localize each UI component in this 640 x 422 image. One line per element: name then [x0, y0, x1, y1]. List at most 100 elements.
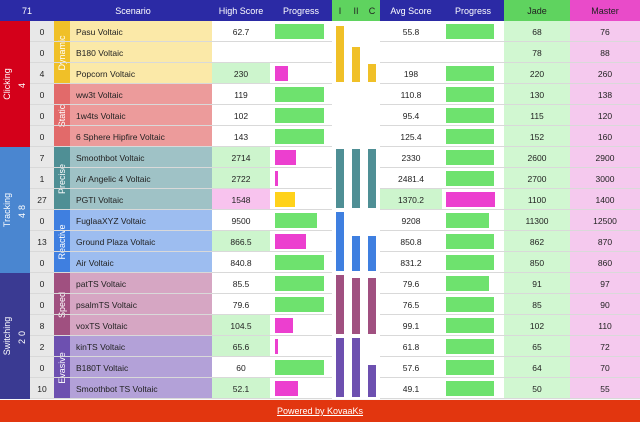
jade-threshold: 91 — [504, 273, 570, 294]
category-value-1: 48 — [14, 147, 30, 273]
jade-threshold: 102 — [504, 315, 570, 336]
jade-threshold: 115 — [504, 105, 570, 126]
progress-bar — [275, 360, 325, 375]
high-score: 85.5 — [212, 273, 270, 294]
subcategory-name: Static — [57, 104, 67, 127]
subcategory-band-4: Speed — [54, 273, 70, 336]
high-score: 65.6 — [212, 336, 270, 357]
jade-threshold: 68 — [504, 21, 570, 42]
row-count: 8 — [30, 315, 54, 336]
master-threshold: 12500 — [570, 210, 640, 231]
high-score: 143 — [212, 126, 270, 147]
category-band-2: Switching — [0, 273, 14, 399]
scenario-name[interactable]: Pasu Voltaic — [70, 21, 212, 42]
high-score: 840.8 — [212, 252, 270, 273]
scenario-name[interactable]: 6 Sphere Hipfire Voltaic — [70, 126, 212, 147]
scenario-name[interactable]: B180 Voltaic — [70, 42, 212, 63]
row-count: 0 — [30, 84, 54, 105]
scenario-name[interactable]: Air Voltaic — [70, 252, 212, 273]
avg-score: 110.8 — [380, 84, 442, 105]
avg-score: 125.4 — [380, 126, 442, 147]
header-high-score[interactable]: High Score — [212, 0, 270, 21]
scenario-name[interactable]: PGTI Voltaic — [70, 189, 212, 210]
row-count: 0 — [30, 210, 54, 231]
scenario-name[interactable]: patTS Voltaic — [70, 273, 212, 294]
progress-2-bar — [446, 318, 494, 333]
scenario-name[interactable]: Smoothbot Voltaic — [70, 147, 212, 168]
progress-bar — [275, 24, 325, 39]
progress-2-bar — [446, 234, 494, 249]
scenario-name[interactable]: psalmTS Voltaic — [70, 294, 212, 315]
scenario-name[interactable]: Ground Plaza Voltaic — [70, 231, 212, 252]
rank-bar-i — [336, 212, 344, 271]
jade-threshold: 2700 — [504, 168, 570, 189]
header-rank-c-label: C — [368, 5, 376, 16]
progress-2-bar — [446, 297, 494, 312]
rank-bar-c — [368, 149, 376, 208]
rank-bar-c — [368, 277, 376, 334]
progress-bar — [275, 171, 278, 186]
row-count: 1 — [30, 168, 54, 189]
rank-bar-i — [336, 338, 344, 397]
progress-bar — [275, 255, 325, 270]
row-count: 2 — [30, 336, 54, 357]
header-progress: Progress — [270, 0, 332, 21]
avg-score: 850.8 — [380, 231, 442, 252]
jade-threshold: 1100 — [504, 189, 570, 210]
subcategory-band-2: Precise — [54, 147, 70, 210]
scenario-name[interactable]: Popcorn Voltaic — [70, 63, 212, 84]
header-progress-2: Progress — [442, 0, 504, 21]
rank-bar-ii — [352, 46, 360, 82]
rank-bar-i — [336, 26, 344, 82]
high-score: 62.7 — [212, 21, 270, 42]
progress-bar — [275, 129, 325, 144]
master-threshold: 76 — [570, 21, 640, 42]
high-score: 230 — [212, 63, 270, 84]
progress-2-bar — [446, 150, 494, 165]
progress-bar — [275, 66, 288, 81]
category-value: 4 — [17, 79, 27, 89]
row-count: 0 — [30, 42, 54, 63]
avg-score: 1370.2 — [380, 189, 442, 210]
row-count: 0 — [30, 273, 54, 294]
master-threshold: 88 — [570, 42, 640, 63]
row-count: 0 — [30, 357, 54, 378]
high-score: 79.6 — [212, 294, 270, 315]
scenario-name[interactable]: B180T Voltaic — [70, 357, 212, 378]
progress-bar — [275, 234, 307, 249]
scenario-name[interactable]: Air Angelic 4 Voltaic — [70, 168, 212, 189]
master-threshold: 860 — [570, 252, 640, 273]
scenario-name[interactable]: 1w4ts Voltaic — [70, 105, 212, 126]
master-threshold: 870 — [570, 231, 640, 252]
scenario-name[interactable]: kinTS Voltaic — [70, 336, 212, 357]
jade-threshold: 50 — [504, 378, 570, 399]
avg-score: 95.4 — [380, 105, 442, 126]
header-avg-score[interactable]: Avg Score — [380, 0, 442, 21]
master-threshold: 120 — [570, 105, 640, 126]
rank-bar-ii — [352, 149, 360, 208]
subcategory-band-5: Evasive — [54, 336, 70, 399]
progress-cell — [270, 168, 332, 189]
rank-bar-i — [336, 275, 344, 334]
progress-2-bar — [446, 213, 489, 228]
header-rank-i: I — [332, 0, 348, 21]
jade-threshold: 85 — [504, 294, 570, 315]
scenario-name[interactable]: ww3t Voltaic — [70, 84, 212, 105]
scenario-name[interactable]: FuglaaXYZ Voltaic — [70, 210, 212, 231]
powered-by-link[interactable]: Powered by KovaaKs — [276, 406, 364, 416]
jade-threshold: 64 — [504, 357, 570, 378]
category-band-1: Tracking — [0, 147, 14, 273]
header-master: Master — [570, 0, 640, 21]
scenario-name[interactable]: voxTS Voltaic — [70, 315, 212, 336]
progress-2-bar — [446, 171, 494, 186]
high-score: 60 — [212, 357, 270, 378]
master-threshold: 110 — [570, 315, 640, 336]
header-scenario[interactable]: Scenario — [54, 0, 212, 21]
header-count-label: 71 — [21, 5, 32, 16]
avg-score: 55.8 — [380, 21, 442, 42]
progress-cell — [270, 336, 332, 357]
header-progress-label: Progress — [282, 5, 319, 16]
category-name: Tracking — [2, 192, 12, 228]
scenario-name[interactable]: Smoothbot TS Voltaic — [70, 378, 212, 399]
row-count: 7 — [30, 147, 54, 168]
